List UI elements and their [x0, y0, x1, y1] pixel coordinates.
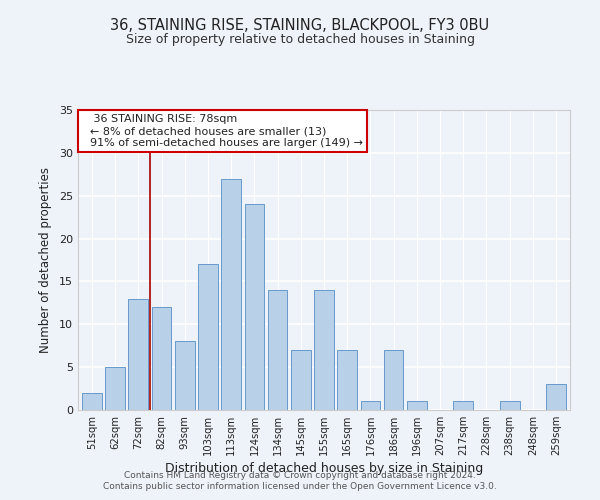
Bar — [546, 384, 566, 410]
X-axis label: Distribution of detached houses by size in Staining: Distribution of detached houses by size … — [165, 462, 483, 475]
Bar — [221, 178, 241, 410]
Bar — [198, 264, 218, 410]
Text: Size of property relative to detached houses in Staining: Size of property relative to detached ho… — [125, 32, 475, 46]
Bar — [82, 393, 102, 410]
Text: Contains public sector information licensed under the Open Government Licence v3: Contains public sector information licen… — [103, 482, 497, 491]
Bar — [407, 402, 427, 410]
Bar — [361, 402, 380, 410]
Bar — [175, 342, 194, 410]
Bar — [500, 402, 520, 410]
Bar — [245, 204, 264, 410]
Bar — [105, 367, 125, 410]
Bar — [337, 350, 357, 410]
Bar — [291, 350, 311, 410]
Text: 36, STAINING RISE, STAINING, BLACKPOOL, FY3 0BU: 36, STAINING RISE, STAINING, BLACKPOOL, … — [110, 18, 490, 32]
Text: Contains HM Land Registry data © Crown copyright and database right 2024.: Contains HM Land Registry data © Crown c… — [124, 470, 476, 480]
Bar — [128, 298, 148, 410]
Bar — [454, 402, 473, 410]
Text: 36 STAINING RISE: 78sqm
  ← 8% of detached houses are smaller (13)
  91% of semi: 36 STAINING RISE: 78sqm ← 8% of detached… — [83, 114, 363, 148]
Bar — [152, 307, 172, 410]
Y-axis label: Number of detached properties: Number of detached properties — [39, 167, 52, 353]
Bar — [384, 350, 403, 410]
Bar — [268, 290, 287, 410]
Bar — [314, 290, 334, 410]
